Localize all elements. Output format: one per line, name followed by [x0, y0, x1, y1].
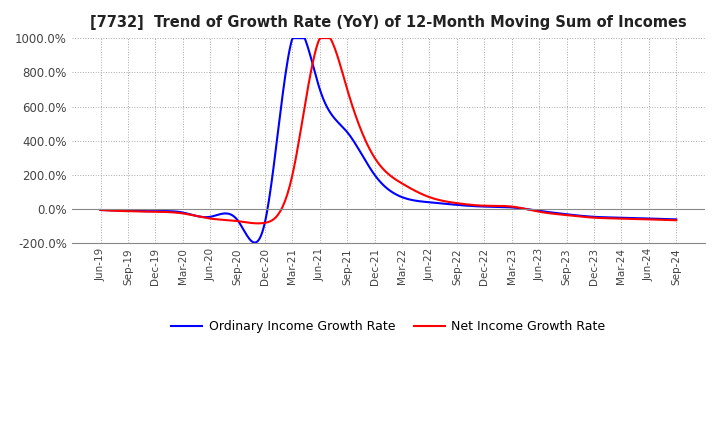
Net Income Growth Rate [410, 188, 418, 193]
Ordinary Income Growth Rate [410, 198, 418, 203]
Ordinary Income Growth Rate [441, 201, 450, 206]
Ordinary Income Growth Rate [372, 174, 381, 180]
Ordinary Income Growth Rate [251, 240, 259, 245]
Net Income Growth Rate [317, 36, 325, 41]
Net Income Growth Rate [441, 199, 450, 204]
Line: Net Income Growth Rate: Net Income Growth Rate [101, 38, 676, 224]
Ordinary Income Growth Rate [96, 207, 105, 213]
Net Income Growth Rate [375, 162, 384, 168]
Net Income Growth Rate [660, 217, 669, 223]
Net Income Growth Rate [372, 158, 381, 163]
Ordinary Income Growth Rate [289, 36, 297, 41]
Ordinary Income Growth Rate [375, 179, 384, 184]
Net Income Growth Rate [570, 213, 579, 219]
Ordinary Income Growth Rate [570, 213, 579, 218]
Net Income Growth Rate [672, 218, 680, 223]
Net Income Growth Rate [96, 207, 105, 213]
Legend: Ordinary Income Growth Rate, Net Income Growth Rate: Ordinary Income Growth Rate, Net Income … [166, 315, 611, 338]
Title: [7732]  Trend of Growth Rate (YoY) of 12-Month Moving Sum of Incomes: [7732] Trend of Growth Rate (YoY) of 12-… [90, 15, 687, 30]
Ordinary Income Growth Rate [660, 216, 669, 222]
Line: Ordinary Income Growth Rate: Ordinary Income Growth Rate [101, 38, 676, 242]
Net Income Growth Rate [254, 221, 263, 226]
Ordinary Income Growth Rate [672, 217, 680, 222]
